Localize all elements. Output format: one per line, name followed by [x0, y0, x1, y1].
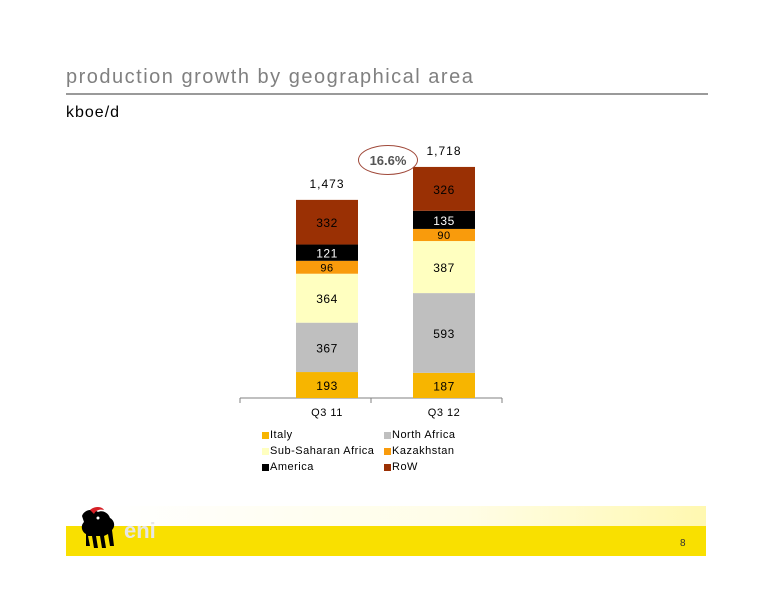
- data-label: 364: [316, 292, 338, 306]
- bar-segment-row: [413, 166, 475, 211]
- bar-segment-kazakhstan: [413, 228, 475, 242]
- legend-label: America: [270, 461, 314, 473]
- legend-label: RoW: [392, 461, 418, 473]
- legend-label: Sub-Saharan Africa: [270, 445, 375, 457]
- page-number: 8: [680, 538, 686, 549]
- bar-segment-kazakhstan: [296, 260, 358, 274]
- x-tick-label: Q3 11: [311, 407, 343, 419]
- legend-swatch: [262, 447, 269, 455]
- data-label: 96: [320, 262, 333, 274]
- bar-segment-italy: [296, 372, 358, 398]
- bar-segment-north-africa: [296, 322, 358, 373]
- data-label: 121: [316, 247, 338, 261]
- bar-segment-row: [296, 199, 358, 245]
- legend-label: Italy: [270, 429, 293, 441]
- six-legged-dog-icon: [81, 507, 115, 548]
- legend-item: Kazakhstan: [384, 444, 512, 458]
- total-label: 1,473: [309, 177, 344, 191]
- logo-wordmark: eni: [124, 518, 156, 543]
- bar-segment-north-africa: [413, 293, 475, 373]
- legend-swatch: [262, 431, 269, 439]
- legend-label: North Africa: [392, 429, 456, 441]
- bar-segment-america: [296, 244, 358, 261]
- legend-swatch: [384, 463, 391, 471]
- chart-legend: Italy North Africa Sub-Saharan Africa Kazak…: [262, 428, 512, 474]
- bar-segment-sub-saharan-africa: [413, 241, 475, 294]
- legend-item: America: [262, 460, 384, 474]
- bar-segment-america: [413, 210, 475, 229]
- data-label: 90: [437, 230, 450, 242]
- bar-segment-sub-saharan-africa: [296, 273, 358, 323]
- legend-label: Kazakhstan: [392, 445, 455, 457]
- footer-band: [66, 506, 706, 556]
- title-divider: [66, 93, 708, 95]
- data-label: 367: [316, 341, 338, 355]
- legend-swatch: [384, 431, 391, 439]
- data-label: 187: [433, 379, 455, 393]
- data-label: 135: [433, 214, 455, 228]
- eni-logo: eni: [81, 507, 156, 548]
- growth-badge: 16.6%: [358, 145, 418, 175]
- legend-swatch: [262, 463, 269, 471]
- data-label: 326: [433, 183, 455, 197]
- data-label: 193: [316, 379, 338, 393]
- data-label: 593: [433, 327, 455, 341]
- x-tick-label: Q3 12: [428, 407, 460, 419]
- unit-label: kboe/d: [66, 104, 121, 121]
- legend-swatch: [384, 447, 391, 455]
- data-label: 387: [433, 261, 455, 275]
- legend-item: RoW: [384, 460, 512, 474]
- legend-item: North Africa: [384, 428, 512, 442]
- page-title: production growth by geographical area: [66, 66, 475, 88]
- bar-segment-italy: [413, 372, 475, 398]
- legend-item: Italy: [262, 428, 384, 442]
- data-label: 332: [316, 216, 338, 230]
- total-label: 1,718: [426, 144, 461, 158]
- legend-item: Sub-Saharan Africa: [262, 444, 384, 458]
